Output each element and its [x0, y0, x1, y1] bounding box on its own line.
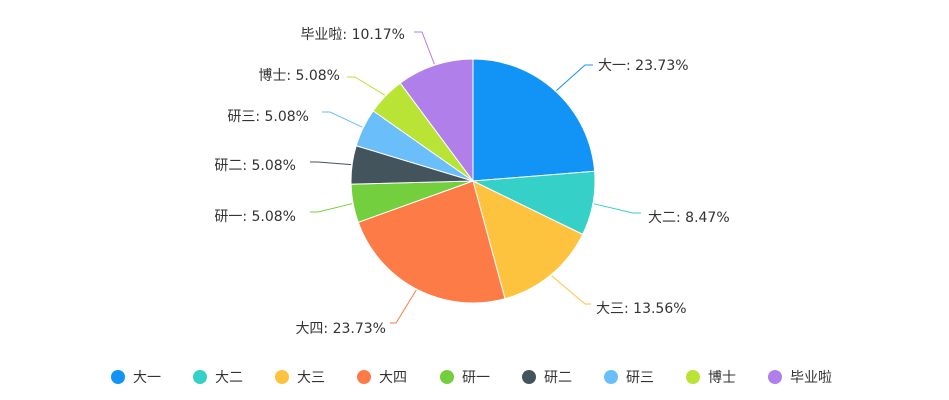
legend-marker-6	[522, 370, 536, 384]
legend-marker-9	[768, 370, 782, 384]
legend-label-9: 毕业啦	[790, 369, 832, 386]
legend-label-7: 研三	[626, 370, 654, 386]
legend-item-1[interactable]: 大一	[111, 370, 161, 386]
legend-item-8[interactable]: 博士	[686, 369, 736, 386]
slice-1-leader-line	[556, 64, 593, 91]
slice-9-label: 毕业啦: 10.17%	[300, 26, 405, 43]
legend-item-5[interactable]: 研一	[440, 370, 490, 386]
slice-3-wedge[interactable]	[472, 180, 584, 300]
slice-9-wedge[interactable]	[399, 58, 474, 183]
legend-label-5: 研一	[462, 370, 490, 386]
slice-labels: 大一: 23.73% 大二: 8.47% 大三: 13.56% 大四: 23.73% 研…	[214, 26, 729, 337]
slice-3-leader-line	[551, 275, 591, 305]
slice-1-wedge[interactable]	[472, 58, 596, 182]
legend-item-7[interactable]: 研三	[604, 370, 654, 386]
legend-marker-3	[275, 370, 289, 384]
slice-2-leader-line	[593, 203, 641, 214]
slice-8-leader-line	[347, 76, 386, 96]
slice-9-leader-line	[414, 31, 435, 65]
pie-slices	[350, 58, 596, 304]
slice-5-leader-line	[310, 203, 353, 213]
slice-1-label: 大一: 23.73%	[598, 58, 689, 74]
legend-marker-1	[111, 370, 125, 384]
slice-7-leader-line	[322, 111, 363, 128]
slice-8-label: 博士: 5.08%	[258, 67, 340, 84]
legend-label-8: 博士	[708, 369, 736, 386]
legend-item-3[interactable]: 大三	[275, 370, 325, 386]
legend-marker-2	[193, 370, 207, 384]
legend-marker-7	[604, 370, 618, 384]
slice-7-label: 研三: 5.08%	[227, 109, 309, 125]
slice-4-leader-line	[390, 289, 417, 324]
legend-marker-4	[357, 370, 371, 384]
slice-4-wedge[interactable]	[357, 180, 506, 304]
slice-5-label: 研一: 5.08%	[214, 209, 296, 225]
legend-label-4: 大四	[379, 370, 407, 386]
slice-2-label: 大二: 8.47%	[648, 210, 730, 226]
legend: 大一 大二 大三 大四 研一 研二 研三 博士 毕业啦	[111, 369, 832, 386]
legend-label-1: 大一	[133, 370, 161, 386]
label-leader-lines	[310, 31, 641, 324]
legend-item-4[interactable]: 大四	[357, 370, 407, 386]
legend-item-2[interactable]: 大二	[193, 370, 243, 386]
legend-label-6: 研二	[544, 370, 572, 386]
legend-item-9[interactable]: 毕业啦	[768, 369, 832, 386]
legend-marker-5	[440, 370, 454, 384]
legend-label-3: 大三	[297, 370, 325, 386]
legend-label-2: 大二	[215, 370, 243, 386]
slice-4-label: 大四: 23.73%	[295, 321, 386, 337]
legend-item-6[interactable]: 研二	[522, 370, 572, 386]
legend-marker-8	[686, 370, 700, 384]
slice-6-leader-line	[310, 161, 352, 166]
slice-6-label: 研二: 5.08%	[214, 158, 296, 174]
slice-3-label: 大三: 13.56%	[596, 301, 687, 317]
